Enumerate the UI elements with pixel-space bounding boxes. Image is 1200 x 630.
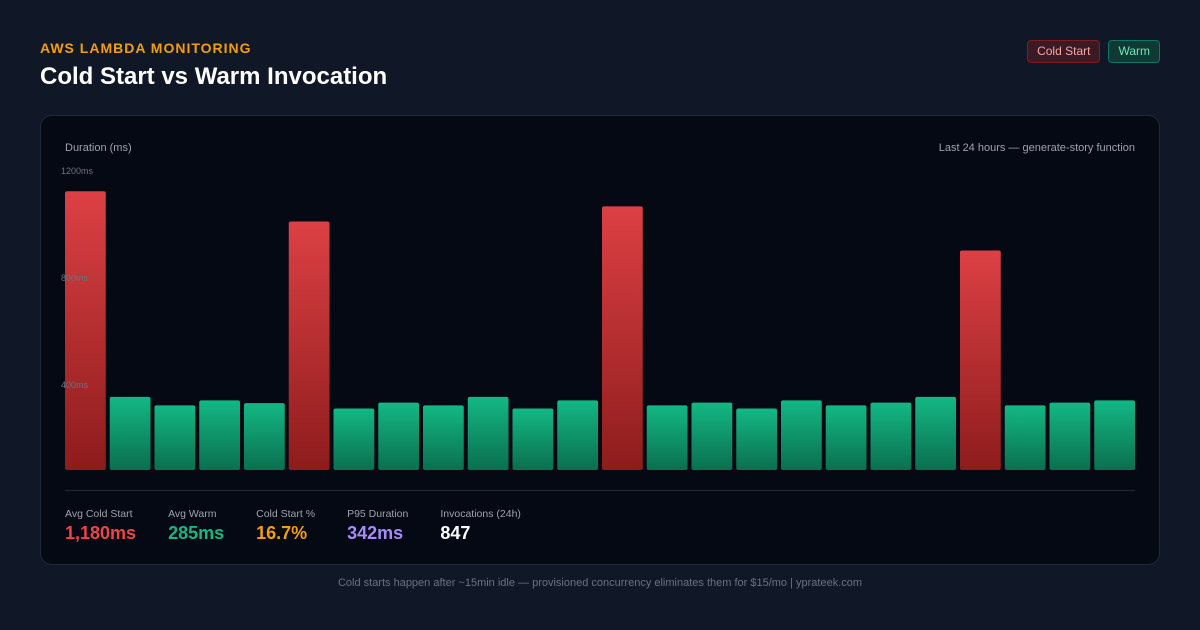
stat-item: Avg Warm 285ms (168, 508, 224, 544)
stat-label: Avg Warm (168, 508, 217, 520)
legend: Cold Start Warm (1027, 40, 1160, 63)
stat-item: Avg Cold Start 1,180ms (65, 508, 136, 544)
cold-start-bar (960, 250, 1001, 470)
y-tick-label: 800ms (61, 273, 89, 283)
warm-bar (154, 405, 196, 470)
warm-bar (512, 408, 554, 470)
period-label: Last 24 hours — generate-story function (938, 142, 1135, 154)
stat-item: Cold Start % 16.7% (256, 508, 315, 544)
legend-cold-start: Cold Start (1027, 40, 1101, 63)
footer-note: Cold starts happen after ~15min idle — p… (337, 577, 863, 589)
warm-bar (1094, 400, 1135, 470)
warm-bar (736, 408, 777, 470)
warm-bar (781, 400, 822, 470)
stat-value: 285ms (168, 523, 225, 543)
cold-start-bar (602, 206, 643, 470)
stat-label: Invocations (24h) (440, 508, 521, 520)
legend-warm: Warm (1108, 40, 1160, 63)
cold-start-bar (288, 221, 330, 470)
chart-panel: Duration (ms) Last 24 hours — generate-s… (40, 115, 1160, 565)
warm-bar (109, 396, 151, 470)
warm-bar (333, 408, 375, 470)
warm-bar (244, 403, 285, 470)
warm-bar (691, 402, 733, 470)
warm-bar (915, 396, 956, 470)
warm-bar (1004, 405, 1046, 470)
stats-row: Avg Cold Start 1,180ms Avg Warm 285ms Cold S… (65, 508, 521, 544)
y-tick-label: 400ms (61, 380, 89, 390)
warm-bar (423, 405, 464, 470)
stat-label: Avg Cold Start (65, 508, 133, 520)
stat-label: Cold Start % (256, 508, 316, 520)
warm-bar (557, 400, 598, 470)
warm-bar (825, 405, 867, 470)
stat-value: 342ms (347, 523, 404, 543)
cold-start-bar (65, 191, 106, 470)
y-axis-title: Duration (ms) (65, 142, 132, 154)
warm-bar (378, 402, 419, 470)
stat-value: 847 (440, 523, 471, 543)
warm-bar (870, 402, 912, 470)
bar-chart (65, 191, 1135, 470)
stat-value: 16.7% (256, 523, 308, 543)
stat-value: 1,180ms (65, 523, 137, 543)
warm-bar (1049, 402, 1091, 470)
y-tick-label: 1200ms (61, 166, 94, 176)
eyebrow-label: AWS LAMBDA MONITORING (40, 40, 252, 56)
warm-bar (199, 400, 240, 470)
stat-item: P95 Duration 342ms (347, 508, 408, 544)
warm-bar (646, 405, 688, 470)
divider (65, 490, 1135, 491)
warm-bar (467, 396, 509, 470)
page-title: Cold Start vs Warm Invocation (40, 63, 388, 90)
stat-item: Invocations (24h) 847 (440, 508, 521, 544)
stat-label: P95 Duration (347, 508, 409, 520)
